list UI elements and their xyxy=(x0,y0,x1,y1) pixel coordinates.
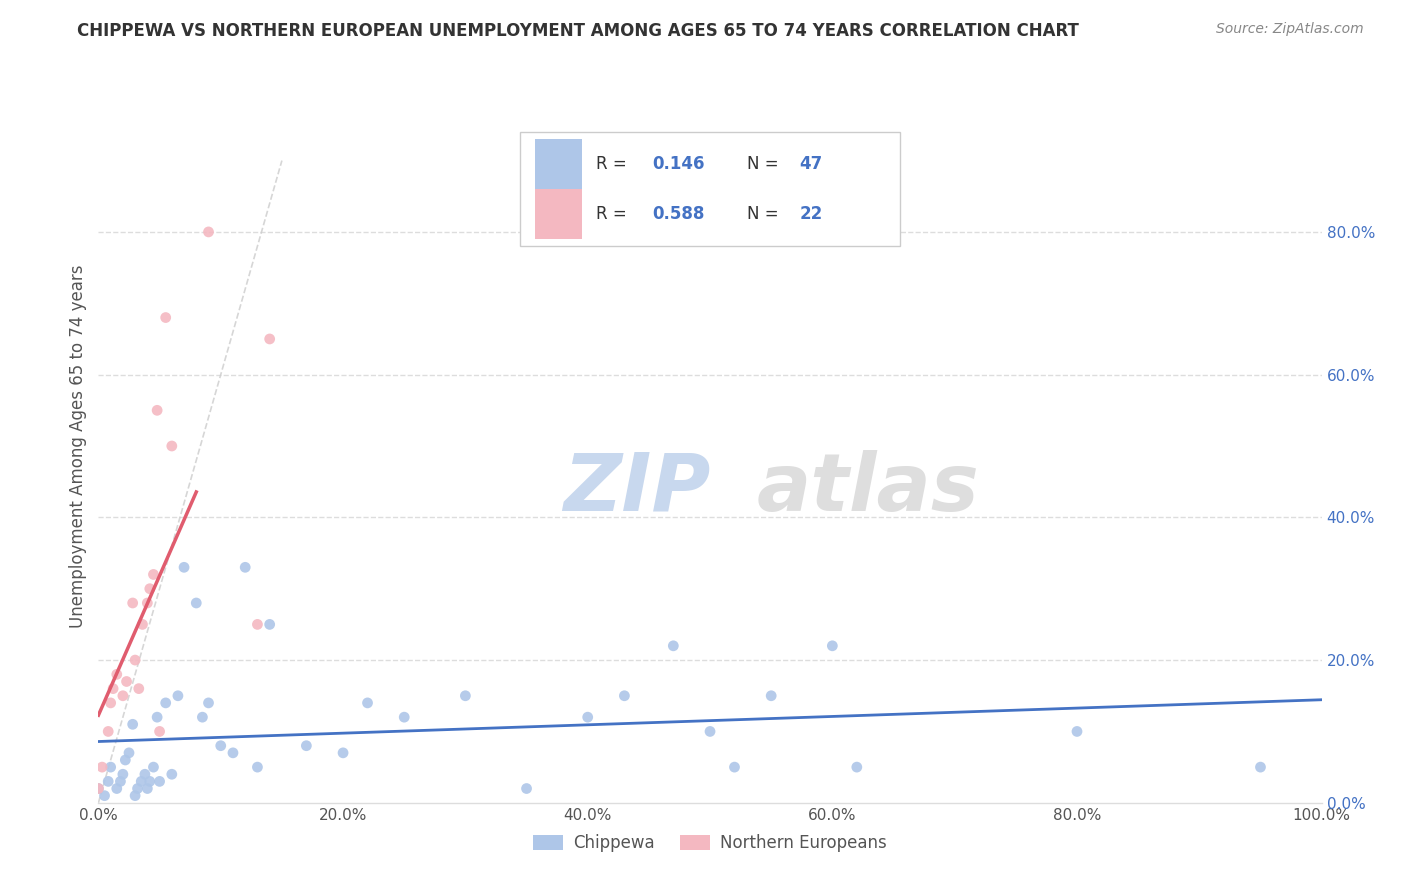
Text: 47: 47 xyxy=(800,155,823,173)
Point xyxy=(160,767,183,781)
Point xyxy=(761,689,783,703)
Point xyxy=(127,781,149,796)
Point xyxy=(662,639,685,653)
Text: R =: R = xyxy=(596,155,633,173)
Point xyxy=(128,681,150,696)
Point xyxy=(186,596,208,610)
Text: 22: 22 xyxy=(800,205,823,223)
Point xyxy=(167,689,190,703)
Legend: Chippewa, Northern Europeans: Chippewa, Northern Europeans xyxy=(527,828,893,859)
Point xyxy=(209,739,232,753)
Point xyxy=(139,582,162,596)
Point xyxy=(146,710,169,724)
Point xyxy=(295,739,318,753)
Text: R =: R = xyxy=(596,205,633,223)
Point xyxy=(173,560,195,574)
Point xyxy=(1250,760,1272,774)
Point xyxy=(111,689,134,703)
Point xyxy=(134,767,156,781)
Point xyxy=(516,781,538,796)
Point xyxy=(155,696,177,710)
Point xyxy=(392,710,416,724)
Point xyxy=(155,310,177,325)
Point xyxy=(91,760,114,774)
Point xyxy=(136,596,159,610)
Text: N =: N = xyxy=(747,155,783,173)
Point xyxy=(142,567,165,582)
Point xyxy=(131,617,153,632)
Bar xyxy=(536,139,582,189)
Point xyxy=(111,767,134,781)
Point xyxy=(821,639,844,653)
Point xyxy=(149,774,172,789)
Point xyxy=(699,724,721,739)
Text: Source: ZipAtlas.com: Source: ZipAtlas.com xyxy=(1216,22,1364,37)
Point xyxy=(115,674,138,689)
Point xyxy=(1066,724,1088,739)
Point xyxy=(121,717,143,731)
Point xyxy=(197,696,219,710)
Point xyxy=(124,789,146,803)
Point xyxy=(87,781,110,796)
Point xyxy=(613,689,636,703)
Point xyxy=(246,617,269,632)
Point xyxy=(124,653,146,667)
Point xyxy=(233,560,256,574)
Text: atlas: atlas xyxy=(756,450,979,528)
Text: 0.588: 0.588 xyxy=(652,205,704,223)
Point xyxy=(136,781,159,796)
Point xyxy=(118,746,141,760)
Point xyxy=(100,760,122,774)
Point xyxy=(105,667,128,681)
Text: N =: N = xyxy=(747,205,783,223)
Point xyxy=(160,439,183,453)
Point xyxy=(149,724,172,739)
Text: CHIPPEWA VS NORTHERN EUROPEAN UNEMPLOYMENT AMONG AGES 65 TO 74 YEARS CORRELATION: CHIPPEWA VS NORTHERN EUROPEAN UNEMPLOYME… xyxy=(77,22,1080,40)
Point xyxy=(222,746,245,760)
Point xyxy=(191,710,214,724)
FancyBboxPatch shape xyxy=(520,132,900,246)
Point xyxy=(110,774,132,789)
Point xyxy=(139,774,162,789)
Point xyxy=(105,781,128,796)
Point xyxy=(246,760,269,774)
Point xyxy=(121,596,143,610)
Y-axis label: Unemployment Among Ages 65 to 74 years: Unemployment Among Ages 65 to 74 years xyxy=(69,264,87,628)
Point xyxy=(576,710,599,724)
Bar xyxy=(536,189,582,239)
Point xyxy=(114,753,136,767)
Point xyxy=(845,760,868,774)
Point xyxy=(101,681,124,696)
Point xyxy=(259,617,281,632)
Text: 0.146: 0.146 xyxy=(652,155,704,173)
Point xyxy=(197,225,219,239)
Point xyxy=(97,774,120,789)
Point xyxy=(100,696,122,710)
Point xyxy=(259,332,281,346)
Point xyxy=(454,689,477,703)
Point xyxy=(332,746,354,760)
Point xyxy=(97,724,120,739)
Point xyxy=(723,760,745,774)
Point xyxy=(87,781,110,796)
Point xyxy=(356,696,378,710)
Point xyxy=(142,760,165,774)
Text: ZIP: ZIP xyxy=(564,450,710,528)
Point xyxy=(93,789,115,803)
Point xyxy=(129,774,152,789)
Point xyxy=(146,403,169,417)
